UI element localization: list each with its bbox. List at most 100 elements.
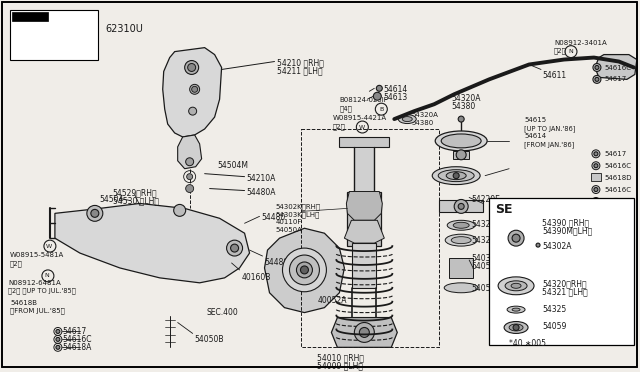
Circle shape	[593, 76, 601, 83]
Text: 54611: 54611	[542, 71, 566, 80]
Ellipse shape	[507, 306, 525, 313]
Ellipse shape	[445, 234, 477, 246]
Circle shape	[296, 262, 312, 278]
Circle shape	[56, 330, 60, 333]
Bar	[10, 10, 98, 60]
Circle shape	[359, 327, 369, 337]
Text: 54329: 54329	[471, 236, 495, 245]
Bar	[12, 12, 48, 21]
Text: SEC.400: SEC.400	[207, 308, 238, 317]
Text: 54616C: 54616C	[62, 336, 92, 344]
Text: 54325: 54325	[542, 305, 566, 314]
Text: 54210A: 54210A	[246, 174, 276, 183]
Polygon shape	[496, 214, 534, 268]
Text: N08912-6481A: N08912-6481A	[8, 280, 61, 286]
Text: +: +	[53, 26, 60, 35]
Ellipse shape	[435, 131, 487, 151]
Ellipse shape	[441, 134, 481, 148]
Circle shape	[592, 186, 600, 193]
Text: 〈FROM JUL.'85〉: 〈FROM JUL.'85〉	[10, 308, 65, 314]
Ellipse shape	[511, 283, 521, 288]
Polygon shape	[55, 203, 250, 283]
Text: W: W	[359, 125, 365, 129]
Circle shape	[592, 150, 600, 158]
Text: B08124-025IF: B08124-025IF	[339, 97, 388, 103]
Text: 54303K〈LH〉: 54303K〈LH〉	[275, 211, 320, 218]
Text: 54530 〈LH〉: 54530 〈LH〉	[113, 196, 159, 205]
Circle shape	[536, 243, 540, 247]
Text: 54211 〈LH〉: 54211 〈LH〉	[276, 67, 322, 76]
Text: 54613: 54613	[383, 93, 408, 102]
Text: 54050B: 54050B	[195, 336, 224, 344]
Text: 54617: 54617	[605, 199, 627, 205]
Text: 54380: 54380	[451, 102, 476, 111]
Circle shape	[594, 187, 598, 192]
Text: 〨2〩: 〨2〩	[10, 260, 23, 267]
Circle shape	[454, 199, 468, 214]
Circle shape	[355, 323, 374, 342]
Circle shape	[282, 248, 326, 292]
Text: 54320A: 54320A	[451, 94, 481, 103]
Bar	[348, 192, 381, 246]
Polygon shape	[264, 228, 344, 312]
Text: 54616C: 54616C	[605, 187, 632, 193]
Text: 54320〈RH〉: 54320〈RH〉	[542, 280, 587, 289]
Circle shape	[56, 337, 60, 341]
Circle shape	[508, 230, 524, 246]
Text: 54614: 54614	[524, 133, 546, 139]
Circle shape	[594, 152, 598, 156]
Circle shape	[594, 164, 598, 168]
Text: N: N	[568, 49, 573, 54]
Text: 54617: 54617	[605, 76, 627, 83]
Text: 40052A: 40052A	[317, 296, 347, 305]
Text: 54050A: 54050A	[275, 227, 302, 233]
Text: 54320: 54320	[471, 220, 495, 229]
Ellipse shape	[398, 115, 416, 124]
Ellipse shape	[403, 116, 412, 122]
Bar	[52, 18, 68, 36]
Text: 54055: 54055	[471, 284, 495, 293]
Ellipse shape	[447, 220, 475, 230]
Text: 〨4〩: 〨4〩	[339, 105, 352, 112]
Text: *40 ∗005: *40 ∗005	[509, 339, 546, 349]
Circle shape	[56, 345, 60, 349]
Polygon shape	[595, 55, 637, 79]
Text: 54380: 54380	[412, 120, 433, 126]
Text: 54220E: 54220E	[471, 196, 500, 205]
Ellipse shape	[451, 237, 471, 244]
Ellipse shape	[509, 324, 523, 331]
Text: 54059: 54059	[542, 321, 566, 331]
Circle shape	[188, 64, 196, 71]
Text: W: W	[46, 244, 52, 248]
Text: 54529〈RH〉: 54529〈RH〉	[113, 189, 157, 198]
Bar	[353, 243, 376, 288]
Text: 54390M〈LH〉: 54390M〈LH〉	[542, 226, 592, 235]
Circle shape	[289, 255, 319, 285]
Circle shape	[595, 65, 599, 70]
Text: 62310U: 62310U	[106, 24, 144, 34]
Text: 54480: 54480	[262, 214, 286, 222]
Ellipse shape	[512, 308, 520, 311]
Circle shape	[373, 92, 381, 100]
Text: 54480A: 54480A	[264, 258, 294, 267]
Circle shape	[376, 85, 382, 91]
Text: B: B	[379, 107, 383, 112]
Text: 54009 〈LH〉: 54009 〈LH〉	[317, 361, 364, 370]
Circle shape	[230, 244, 239, 252]
Text: 54616C: 54616C	[605, 64, 632, 71]
Text: N: N	[45, 273, 49, 278]
Text: N08912-3401A: N08912-3401A	[554, 40, 607, 46]
Circle shape	[227, 240, 243, 256]
Circle shape	[173, 205, 186, 217]
Circle shape	[187, 174, 193, 180]
Text: 54504: 54504	[100, 196, 124, 205]
Circle shape	[513, 324, 519, 330]
Ellipse shape	[444, 283, 478, 293]
Circle shape	[593, 64, 601, 71]
Text: 54615: 54615	[524, 117, 546, 123]
Circle shape	[592, 162, 600, 170]
Text: 54036: 54036	[471, 254, 495, 263]
Text: 54616C: 54616C	[605, 163, 632, 169]
Text: 〨2〩: 〨2〩	[554, 48, 567, 54]
Text: W08915-4421A: W08915-4421A	[332, 115, 387, 121]
